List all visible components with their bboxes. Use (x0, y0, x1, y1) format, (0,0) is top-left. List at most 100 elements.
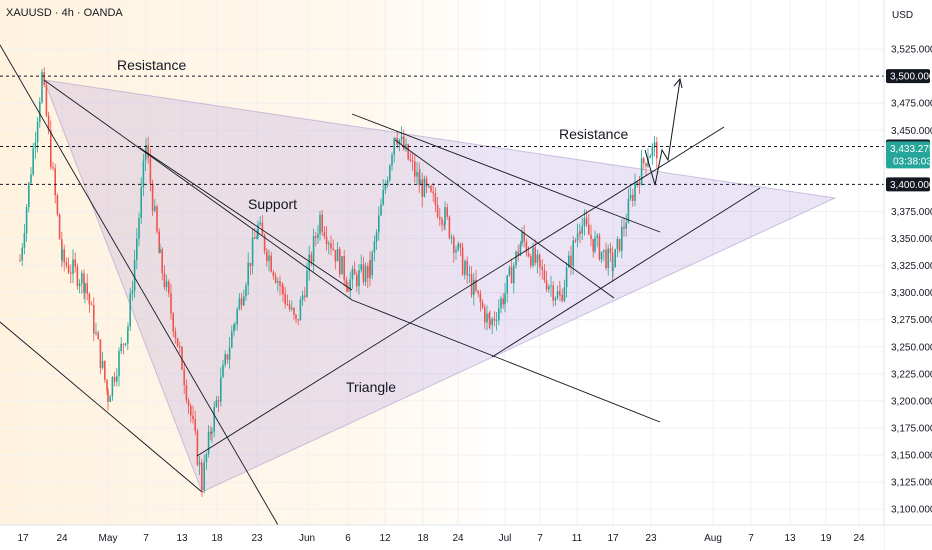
candle-body (508, 267, 511, 276)
candle-body (274, 276, 277, 283)
candle-body (506, 275, 508, 294)
candle-body (293, 307, 295, 315)
x-tick-label: 11 (572, 533, 583, 544)
candle-body (243, 296, 245, 306)
candle-body (403, 136, 405, 150)
candle-body (625, 222, 627, 229)
candle-body (172, 313, 174, 332)
candle-body (268, 255, 270, 262)
candle-body (486, 313, 488, 323)
triangle-lower-line[interactable] (491, 187, 761, 358)
candle-body (328, 243, 330, 245)
rising-trendline[interactable] (196, 126, 725, 457)
candle-body (90, 304, 93, 306)
candle-body (205, 453, 208, 463)
y-tick-label: 3,450.000 (891, 126, 932, 137)
candle-body (266, 250, 268, 262)
candle-body (349, 279, 351, 292)
x-tick-label: 13 (784, 533, 796, 544)
candle-body (129, 293, 131, 327)
inner-down-line[interactable] (394, 139, 615, 299)
candle-body (222, 364, 224, 378)
candle-body (405, 144, 407, 150)
candle-body (656, 142, 658, 159)
price-tag-label: 3,500.000 (890, 72, 932, 83)
candle-body (310, 254, 313, 263)
projection-arrowhead (673, 77, 683, 89)
candle-body (534, 247, 536, 263)
candle-body (638, 182, 641, 186)
time-axis[interactable] (0, 525, 884, 550)
candle-body (54, 168, 56, 196)
candle-body (367, 266, 369, 279)
candle-body (510, 267, 513, 284)
annotation-support: Support (248, 196, 297, 212)
candle-body (523, 232, 525, 242)
candle-body (138, 217, 140, 239)
support-extension[interactable] (351, 299, 661, 423)
candle-body (107, 390, 109, 402)
candle-body (323, 231, 326, 237)
candle-body (257, 224, 259, 237)
candle-body (113, 377, 116, 382)
candle-body (43, 72, 45, 85)
candle-body (306, 270, 308, 297)
candle-body (394, 137, 396, 139)
candle-body (576, 233, 579, 241)
candle-body (261, 222, 264, 235)
candle-body (448, 216, 451, 238)
candle-body (527, 252, 530, 257)
candle-body (39, 101, 41, 122)
candle-body (515, 251, 517, 266)
candle-body (93, 305, 95, 334)
candle-body (83, 273, 85, 293)
candle-body (488, 313, 490, 319)
candle-body (111, 377, 114, 397)
y-tick-label: 3,100.000 (891, 505, 932, 516)
candle-body (211, 431, 213, 434)
candle-body (304, 295, 306, 297)
candle-body (185, 384, 188, 401)
y-tick-label: 3,325.000 (891, 261, 932, 272)
left-channel-upper[interactable] (0, 44, 279, 526)
candle-body (99, 339, 102, 368)
left-channel-lower[interactable] (0, 321, 203, 493)
candle-body (147, 145, 149, 159)
resistance-line[interactable] (351, 113, 661, 233)
x-tick-label: 7 (143, 533, 149, 544)
candle-body (76, 266, 79, 287)
candle-body (391, 155, 393, 166)
candle-body (603, 249, 605, 252)
candle-body (339, 248, 341, 275)
candle-body (163, 273, 166, 288)
candle-body (612, 267, 614, 272)
candle-body (477, 290, 479, 294)
candle-body (142, 160, 145, 188)
candle-body (158, 231, 160, 254)
y-tick-label: 3,150.000 (891, 451, 932, 462)
candle-body (168, 281, 170, 294)
support-line[interactable] (43, 79, 353, 301)
candle-body (362, 264, 365, 282)
candle-body (351, 268, 354, 280)
candle-body (629, 194, 632, 199)
price-axis[interactable] (884, 0, 932, 550)
support-mid-line[interactable] (139, 147, 353, 291)
candle-body (436, 205, 439, 217)
candle-body (356, 274, 358, 287)
candle-body (25, 207, 28, 234)
candle-body (297, 319, 299, 321)
candle-body (378, 215, 380, 233)
candle-body (286, 303, 289, 305)
candle-body (136, 238, 138, 260)
candle-body (570, 255, 572, 266)
candle-body (245, 285, 247, 297)
candle-body (538, 254, 541, 261)
candle-body (325, 236, 328, 245)
candle-body (461, 247, 464, 275)
candle-body (493, 318, 496, 321)
candle-body (484, 307, 486, 323)
candle-body (236, 309, 238, 325)
candle-body (272, 271, 275, 277)
